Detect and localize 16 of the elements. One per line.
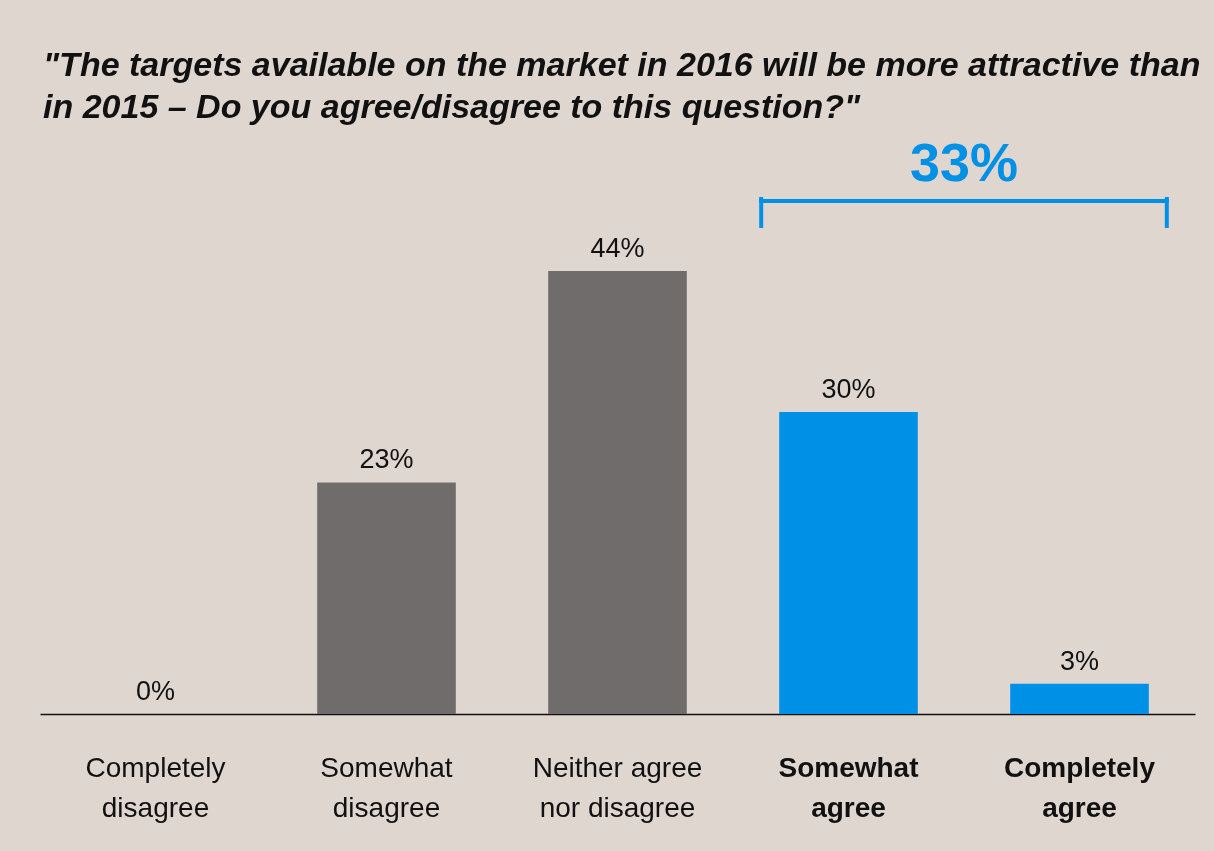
x-tick-label: Completely disagree (85, 751, 226, 823)
x-tick-label: Neither agree nor disagree (532, 751, 703, 823)
data-label: 30% (821, 373, 876, 404)
bar (1010, 683, 1149, 714)
bar (779, 411, 918, 714)
x-tick-label: Completely agree (1004, 751, 1156, 823)
bar (548, 271, 687, 714)
x-tick-label: Somewhat agree (778, 751, 919, 823)
data-label: 23% (359, 444, 414, 475)
text: 33% (909, 132, 1019, 192)
chart-title: "The targets available on the market in 2016 will be more attractive than in 2015 – Do you agree/disagree to this question?" (43, 45, 1201, 125)
data-label: 44% (590, 233, 645, 263)
bar (317, 482, 456, 714)
data-label: 3% (1059, 645, 1100, 676)
x-tick-label: Somewhat disagree (320, 751, 453, 823)
data-label: 0% (135, 676, 176, 706)
